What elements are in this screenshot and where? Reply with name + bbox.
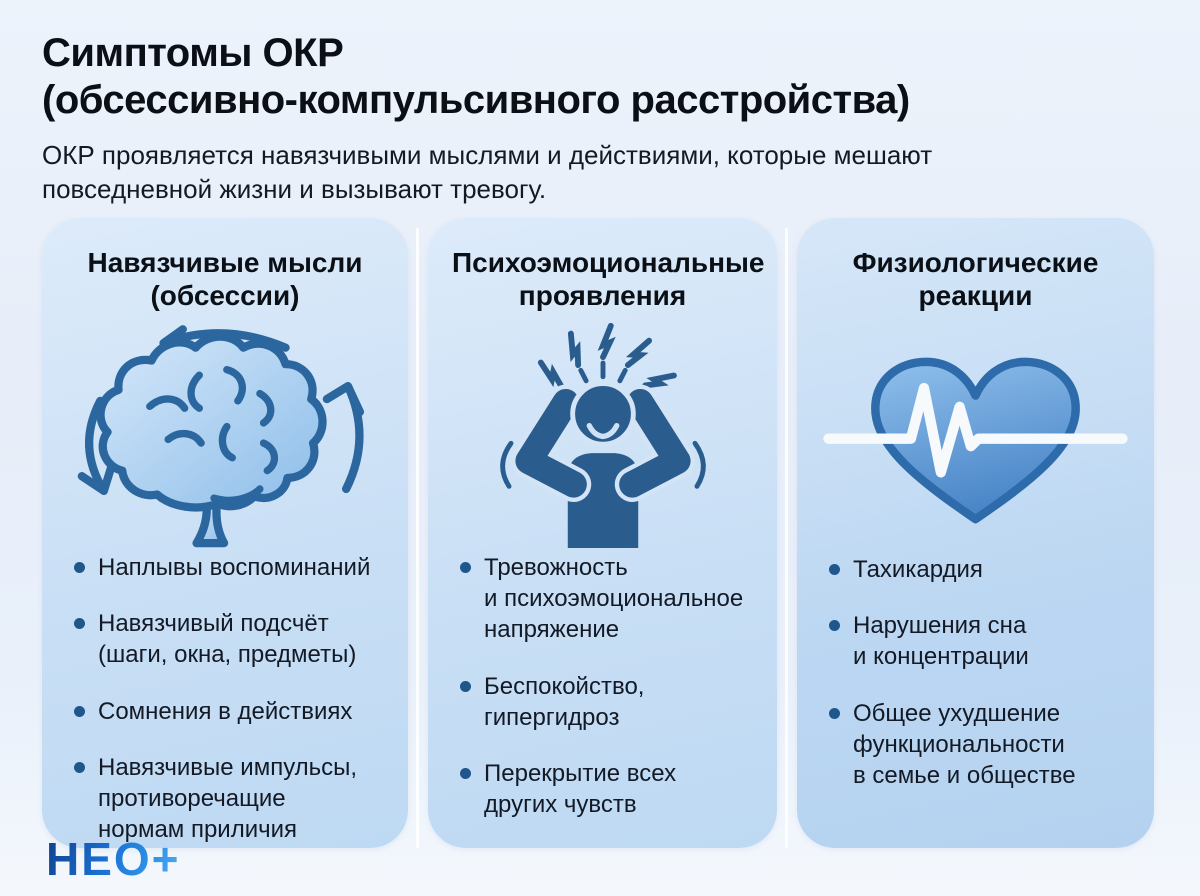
list-item: Тахикардия (829, 554, 1130, 585)
symptom-cards: Навязчивые мысли (обсессии) (42, 218, 1164, 848)
card-physiological: Физиологические реакции Тахикардия Наруш… (797, 218, 1154, 848)
bullet-dot (829, 620, 840, 632)
heart-pulse-icon (821, 318, 1130, 550)
brand-logo: НЕО+ (46, 833, 181, 885)
bullet-dot (74, 618, 85, 630)
list-item: Общее ухудшение функциональности в семье… (829, 698, 1130, 792)
page-footer: НЕО+ (46, 832, 181, 886)
bullet-dot (829, 707, 840, 719)
bullet-text: Общее ухудшение функциональности в семье… (853, 699, 1076, 789)
bullet-dot (460, 768, 471, 779)
bullet-text: Нарушения сна и концентрации (853, 612, 1029, 671)
bullet-text: Сомнения в действиях (98, 697, 353, 725)
bullet-dot (460, 680, 471, 692)
card-divider (416, 228, 419, 848)
list-item: Нарушения сна и концентрации (829, 610, 1130, 672)
page-header: Симптомы ОКР (обсессивно-компульсивного р… (0, 0, 1200, 206)
stressed-person-icon (452, 318, 753, 549)
page-subtitle: ОКР проявляется навязчивыми мыслями и де… (42, 139, 933, 204)
title-line-2: (обсессивно-компульсивного расстройства) (42, 77, 910, 122)
list-item: Наплывы воспоминаний (74, 552, 384, 583)
bullet-text: Наплывы воспоминаний (98, 554, 371, 582)
bullet-list: Тахикардия Нарушения сна и концентрации … (821, 550, 1130, 816)
bullet-dot (74, 705, 85, 717)
title-line-1: Симптомы ОКР (42, 31, 344, 75)
bullet-list: Тревожность и психоэмоциональное напряже… (452, 548, 753, 845)
bullet-dot (460, 562, 471, 574)
bullet-list: Наплывы воспоминаний Навязчивый подсчёт … (66, 548, 384, 870)
card-divider (785, 228, 788, 848)
page-title: Симптомы ОКР (обсессивно-компульсивного р… (42, 30, 1154, 124)
brain-cycle-icon (66, 318, 384, 548)
bullet-text: Навязчивые импульсы, противоречащие норм… (98, 753, 358, 844)
bullet-text: Тревожность и психоэмоциональное напряже… (484, 554, 744, 644)
bullet-dot (74, 562, 85, 574)
bullet-text: Навязчивый подсчёт (шаги, окна, предметы… (98, 610, 357, 669)
list-item: Тревожность и психоэмоциональное напряже… (460, 552, 753, 646)
card-title: Физиологические реакции (852, 247, 1099, 312)
list-item: Сомнения в действиях (74, 696, 384, 727)
list-item: Навязчивые импульсы, противоречащие норм… (74, 752, 384, 846)
bullet-dot (829, 564, 840, 576)
card-psycho-emotional: Психоэмоциональные проявления (428, 218, 777, 848)
bullet-text: Тахикардия (853, 556, 983, 584)
list-item: Беспокойство, гипергидроз (460, 671, 753, 733)
card-title: Психоэмоциональные проявления (452, 247, 765, 312)
card-title: Навязчивые мысли (обсессии) (87, 247, 363, 312)
list-item: Навязчивый подсчёт (шаги, окна, предметы… (74, 608, 384, 670)
bullet-text: Перекрытие всех других чувств (484, 760, 677, 819)
bullet-dot (74, 761, 85, 773)
card-obsessive-thoughts: Навязчивые мысли (обсессии) (42, 218, 408, 848)
bullet-text: Беспокойство, гипергидроз (484, 672, 645, 731)
list-item: Перекрытие всех других чувств (460, 758, 753, 820)
